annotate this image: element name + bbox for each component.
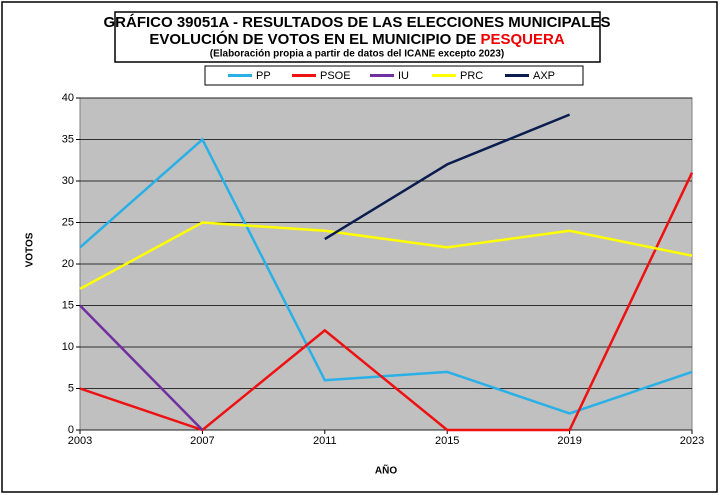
x-tick-label: 2011: [313, 435, 337, 447]
y-tick-label: 35: [62, 133, 74, 145]
x-tick-label: 2003: [68, 435, 92, 447]
x-axis-label: AÑO: [375, 464, 397, 477]
title-text: EVOLUCIÓN DE VOTOS EN EL MUNICIPIO DE: [149, 30, 476, 48]
y-tick-label: 5: [68, 382, 74, 394]
title-highlight: PESQUERA: [480, 31, 564, 48]
chart-title: GRÁFICO 39051A - RESULTADOS DE LAS ELECC…: [103, 14, 610, 31]
x-tick-label: 2007: [190, 435, 214, 447]
y-tick-label: 25: [62, 216, 74, 228]
chart-subtitle: (Elaboración propia a partir de datos de…: [210, 49, 505, 60]
y-tick-label: 0: [68, 424, 74, 436]
chart-title-line2: EVOLUCIÓN DE VOTOS EN EL MUNICIPIO DE PE…: [149, 30, 565, 48]
legend-label: PP: [256, 70, 271, 82]
series-line: [79, 221, 693, 290]
series-line: [324, 113, 571, 241]
series-line: [79, 172, 694, 432]
y-tick-label: 15: [62, 299, 74, 311]
x-tick-label: 2023: [680, 435, 704, 447]
x-tick-label: 2019: [557, 435, 581, 447]
y-tick-label: 30: [62, 175, 74, 187]
y-axis-label: VOTOS: [25, 232, 36, 267]
series-line: [79, 137, 693, 415]
legend-label: AXP: [533, 70, 555, 82]
legend-label: PRC: [460, 70, 483, 82]
legend-label: IU: [398, 70, 409, 82]
y-tick-label: 10: [62, 341, 74, 353]
y-tick-label: 40: [62, 92, 74, 104]
x-tick-label: 2015: [435, 435, 459, 447]
legend-label: PSOE: [320, 70, 351, 82]
title-box: [114, 11, 601, 63]
y-tick-label: 20: [62, 258, 74, 270]
series-line: [79, 304, 204, 431]
